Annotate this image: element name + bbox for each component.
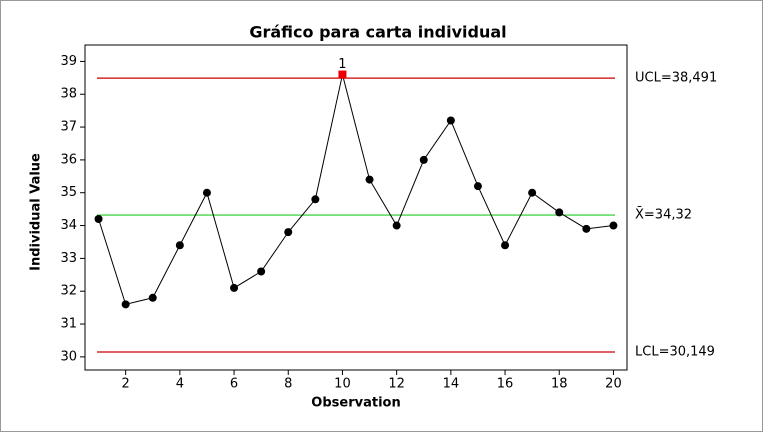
data-point xyxy=(555,208,564,217)
x-tick-label: 4 xyxy=(176,377,184,392)
y-tick-label: 32 xyxy=(60,284,77,299)
data-point xyxy=(392,221,401,230)
data-point xyxy=(175,241,184,250)
control-label: X̄=34,32 xyxy=(635,207,692,222)
x-tick-label: 6 xyxy=(230,377,238,392)
y-tick-label: 36 xyxy=(60,152,77,167)
data-point xyxy=(230,283,239,292)
data-point xyxy=(257,267,266,276)
y-axis-label: Individual Value xyxy=(29,153,44,271)
x-tick-label: 20 xyxy=(605,377,622,392)
x-axis-label: Observation xyxy=(311,396,400,411)
y-tick-label: 39 xyxy=(60,54,77,69)
y-tick-label: 38 xyxy=(60,87,77,102)
y-tick-label: 31 xyxy=(60,317,77,332)
data-point xyxy=(202,188,211,197)
control-label: UCL=38,491 xyxy=(635,71,717,86)
plot-area xyxy=(84,44,628,371)
control-label: LCL=30,149 xyxy=(635,344,715,359)
x-tick-label: 16 xyxy=(497,377,514,392)
data-point xyxy=(473,182,482,191)
x-tick-label: 18 xyxy=(551,377,568,392)
y-tick-label: 33 xyxy=(60,251,77,266)
y-tick-label: 37 xyxy=(60,120,77,135)
data-point xyxy=(311,195,320,204)
y-tick-label: 35 xyxy=(60,185,77,200)
x-tick-label: 8 xyxy=(284,377,292,392)
y-tick-label: 34 xyxy=(60,218,77,233)
annotation: 1 xyxy=(338,57,346,72)
data-point xyxy=(121,300,130,309)
data-point xyxy=(94,214,103,223)
data-point xyxy=(148,293,157,302)
x-tick-label: 12 xyxy=(388,377,405,392)
data-point xyxy=(365,175,374,184)
series-line xyxy=(98,74,614,305)
chart-title: Gráfico para carta individual xyxy=(249,23,506,42)
x-tick-label: 14 xyxy=(443,377,460,392)
data-point xyxy=(501,241,510,250)
data-point xyxy=(419,155,428,164)
data-point xyxy=(284,228,293,237)
out-of-control-point xyxy=(338,70,347,79)
x-tick-label: 10 xyxy=(334,377,351,392)
data-point xyxy=(446,116,455,125)
data-point xyxy=(582,224,591,233)
data-point xyxy=(528,188,537,197)
data-point xyxy=(609,221,618,230)
y-tick-label: 30 xyxy=(60,349,77,364)
x-tick-label: 2 xyxy=(122,377,130,392)
